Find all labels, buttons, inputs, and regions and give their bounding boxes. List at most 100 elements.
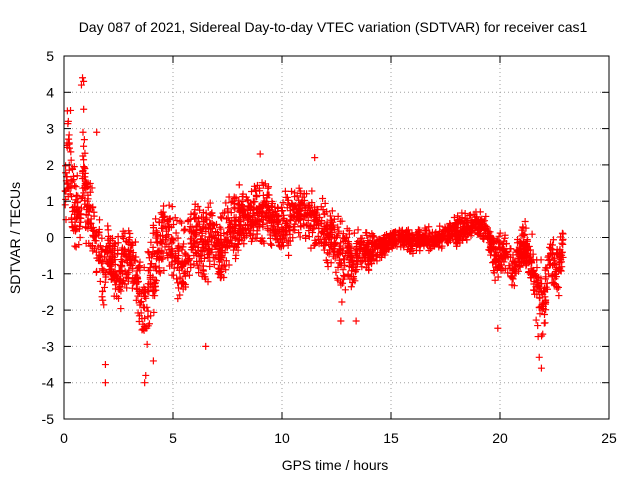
data-point (79, 74, 87, 82)
data-point (288, 187, 296, 195)
y-tick-label: -4 (42, 375, 55, 391)
data-point (540, 319, 548, 327)
data-point (539, 330, 547, 338)
data-point (62, 162, 70, 170)
data-points (61, 74, 567, 387)
data-point (62, 169, 70, 177)
data-point (371, 245, 379, 253)
data-point (348, 267, 356, 275)
data-point (543, 264, 551, 272)
data-point (229, 229, 237, 237)
data-point (64, 117, 72, 125)
y-tick-label: 1 (46, 193, 54, 209)
data-point (310, 217, 318, 225)
data-point (240, 204, 248, 212)
data-point (82, 180, 90, 188)
data-point (65, 140, 73, 148)
data-point (256, 187, 264, 195)
data-point (334, 263, 342, 271)
data-point (106, 235, 114, 243)
data-point (533, 264, 541, 272)
data-point (191, 209, 199, 217)
data-point (206, 199, 214, 207)
data-point (281, 231, 289, 239)
data-point (234, 237, 242, 245)
data-point (259, 191, 267, 199)
data-point (233, 243, 241, 251)
data-point (240, 226, 248, 234)
data-point (538, 306, 546, 314)
data-point (151, 280, 159, 288)
data-point (541, 288, 549, 296)
data-point (311, 154, 319, 162)
data-point (267, 212, 275, 220)
data-point (289, 206, 297, 214)
x-tick-label: 10 (274, 430, 290, 446)
data-point (126, 262, 134, 270)
data-point (232, 251, 240, 259)
data-point (340, 235, 348, 243)
data-point (107, 269, 115, 277)
data-point (362, 242, 370, 250)
data-point (227, 209, 235, 217)
data-point (496, 229, 504, 237)
axis-ticks: -5 -4 -3 -2 -1 0 1 2 3 4 5 0 5 10 15 20 25 (42, 48, 617, 446)
data-point (90, 208, 98, 216)
data-point (76, 222, 84, 230)
data-point (353, 266, 361, 274)
data-point (155, 218, 163, 226)
data-point (408, 234, 416, 242)
data-point (80, 163, 88, 171)
data-point (295, 196, 303, 204)
data-point (265, 183, 273, 191)
data-point (216, 270, 224, 278)
data-point (354, 249, 362, 257)
data-point (116, 285, 124, 293)
data-point (509, 275, 517, 283)
data-point (312, 211, 320, 219)
data-point (530, 286, 538, 294)
data-point (303, 190, 311, 198)
data-point (192, 232, 200, 240)
y-tick-label: -3 (42, 338, 55, 354)
y-tick-label: 3 (46, 121, 54, 137)
data-point (499, 247, 507, 255)
data-point (84, 201, 92, 209)
data-point (536, 310, 544, 318)
data-point (103, 248, 111, 256)
data-point (178, 278, 186, 286)
data-point (80, 136, 88, 144)
data-point (328, 207, 336, 215)
data-point (117, 287, 125, 295)
data-point (208, 245, 216, 253)
data-point (302, 221, 310, 229)
data-point (170, 271, 178, 279)
data-point (69, 165, 77, 173)
data-point (187, 261, 195, 269)
data-point (67, 148, 75, 156)
data-point (474, 230, 482, 238)
data-point (168, 203, 176, 211)
data-point (247, 231, 255, 239)
data-point (344, 240, 352, 248)
data-point (548, 241, 556, 249)
data-point (219, 209, 227, 217)
data-point (308, 187, 316, 195)
data-point (521, 218, 529, 226)
data-point (84, 211, 92, 219)
data-point (518, 232, 526, 240)
data-point (144, 267, 152, 275)
data-point (437, 232, 445, 240)
data-point (555, 292, 563, 300)
data-point (108, 271, 116, 279)
data-point (314, 206, 322, 214)
data-point (419, 233, 427, 241)
data-point (352, 260, 360, 268)
data-point (76, 234, 84, 242)
data-point (343, 225, 351, 233)
data-point (195, 220, 203, 228)
data-point (96, 216, 104, 224)
data-point (470, 210, 478, 218)
data-point (263, 194, 271, 202)
data-point (365, 261, 373, 269)
